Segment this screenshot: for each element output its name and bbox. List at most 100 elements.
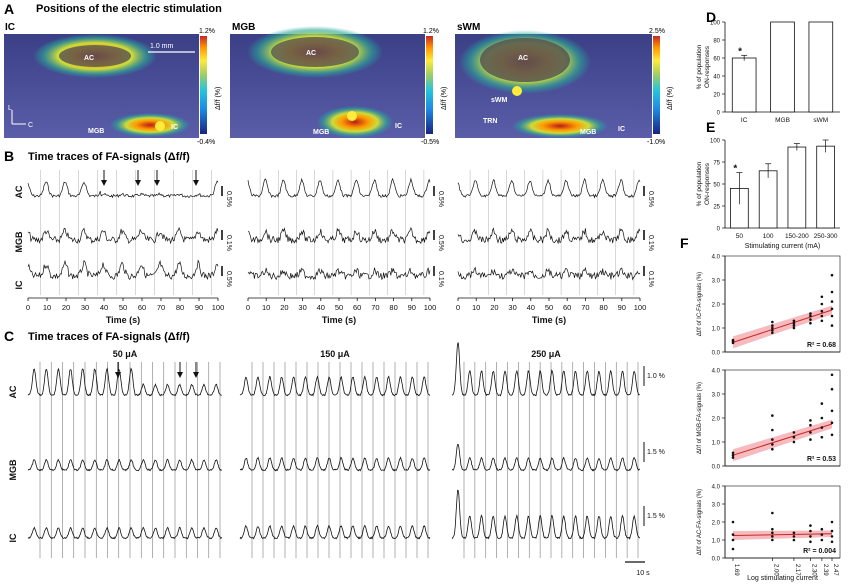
scale-bar-label: 0.1% [647, 271, 654, 287]
data-point [792, 319, 796, 323]
y-tick-label: 4.0 [712, 255, 721, 261]
colorbar-top: 2.5% [649, 28, 665, 35]
data-point [809, 524, 812, 527]
y-tick-label: 0.0 [712, 351, 721, 357]
x-tick-label: 10 [472, 303, 480, 312]
data-point [731, 547, 735, 551]
data-point [792, 326, 796, 330]
data-point [809, 438, 812, 441]
x-tick-label: 0 [26, 303, 30, 312]
arrow-head [135, 180, 141, 186]
x-tick-label: 150-200 [785, 233, 809, 240]
x-axis-label: Log stimulating current [747, 575, 818, 582]
colorbar-bottom: -0.4% [197, 139, 215, 146]
data-point [830, 409, 834, 413]
colorbar-label: Δf/f (%) [215, 87, 222, 110]
scale-bar-label: 0.5% [437, 191, 444, 207]
x-tick-label: 0 [246, 303, 250, 312]
data-point [830, 529, 834, 533]
x-tick-label: 20 [280, 303, 288, 312]
panel-a-mgb-label: MGB [232, 22, 255, 33]
y-axis-label: Δf/f of IC-FA-signals (%) [697, 272, 703, 336]
bar [731, 57, 757, 113]
x-tick-label: 40 [100, 303, 108, 312]
panel-d-letter: D [706, 9, 716, 25]
x-axis-label: Time (s) [106, 315, 140, 325]
x-tick-label: 100 [424, 303, 437, 312]
data-point [830, 290, 834, 294]
fit-line [732, 309, 833, 343]
r-squared-label: R² = 0.68 [807, 342, 836, 349]
y-axis-label: ON-responses [704, 45, 711, 88]
panel-f-letter: F [680, 235, 689, 251]
x-tick-label: 80 [599, 303, 607, 312]
data-point [792, 324, 796, 327]
y-tick-label: 4.0 [712, 369, 721, 375]
x-tick-label: 250-300 [814, 233, 838, 240]
data-point [820, 309, 824, 313]
region-ac: AC [84, 55, 94, 62]
fa-signal-trace [457, 227, 641, 245]
data-point [820, 314, 824, 318]
panel-c-title: Time traces of FA-signals (Δf/f) [28, 331, 190, 343]
r-squared-label: R² = 0.53 [807, 456, 836, 463]
panel-b-letter: B [4, 148, 14, 164]
x-tick-label: 2.00 [772, 564, 778, 576]
current-label: 250 μA [531, 349, 561, 359]
data-point [830, 307, 834, 311]
panel-a-ic: IC AC MGB IC 1.0 mm L C 1.2% -0.4% Δf/f … [4, 22, 222, 146]
data-point [809, 431, 812, 434]
y-tick-label: 0 [717, 111, 721, 117]
data-point [771, 320, 774, 324]
y-tick-label: 2.0 [712, 303, 721, 309]
x-tick-label: 100 [763, 233, 774, 240]
scale-bar-label: 1.0 % [647, 373, 665, 380]
colorbar-top: 1.2% [199, 28, 215, 35]
bar [787, 146, 807, 229]
x-axis-label: Time (s) [532, 315, 566, 325]
x-tick-label: 2.30 [810, 564, 816, 576]
data-point [820, 533, 824, 536]
data-point [820, 319, 824, 323]
fa-signal-trace [27, 259, 219, 281]
x-tick-label: 50 [335, 303, 343, 312]
x-tick-label: 40 [527, 303, 535, 312]
panel-a-title: Positions of the electric stimulation [36, 3, 222, 15]
y-axis-label: % of population [696, 44, 703, 89]
x-tick-label: 70 [157, 303, 165, 312]
colorbar-bottom: -0.5% [421, 139, 439, 146]
y-axis-label: % of population [696, 161, 703, 206]
data-point [830, 540, 834, 544]
x-tick-label: 0 [456, 303, 460, 312]
y-tick-label: 2.0 [712, 521, 721, 527]
row-label: IC [14, 280, 24, 290]
data-point [771, 535, 774, 538]
y-tick-label: 2.0 [712, 417, 721, 423]
fit-line [732, 533, 833, 536]
scale-bar-label: 1.0 mm [150, 43, 174, 50]
y-tick-label: 80 [713, 39, 720, 45]
data-point [792, 321, 796, 325]
y-tick-label: 3.0 [712, 503, 721, 509]
fa-signal-trace [239, 456, 431, 472]
arrow-head [193, 180, 199, 186]
significance-marker: * [733, 164, 737, 175]
fa-signal-trace [247, 267, 431, 281]
x-tick-label: 80 [389, 303, 397, 312]
fa-signal-trace [27, 526, 223, 540]
region-ic: IC [618, 126, 625, 133]
fa-signal-trace [27, 226, 219, 245]
panel-e-chart: 0 25 50 75 100 * 50 100 150-200 250-300 % of popul… [696, 139, 840, 250]
data-point [830, 520, 834, 524]
fa-signal-trace [457, 266, 641, 281]
data-point [731, 338, 735, 342]
scale-bar-label: 1.5 % [647, 513, 665, 520]
data-point [820, 302, 824, 306]
data-point [792, 431, 796, 434]
row-label: MGB [14, 231, 24, 252]
x-tick-label: 100 [212, 303, 225, 312]
data-point [820, 402, 824, 405]
fit-line [732, 423, 833, 456]
bar [808, 21, 834, 113]
data-point [809, 423, 812, 427]
